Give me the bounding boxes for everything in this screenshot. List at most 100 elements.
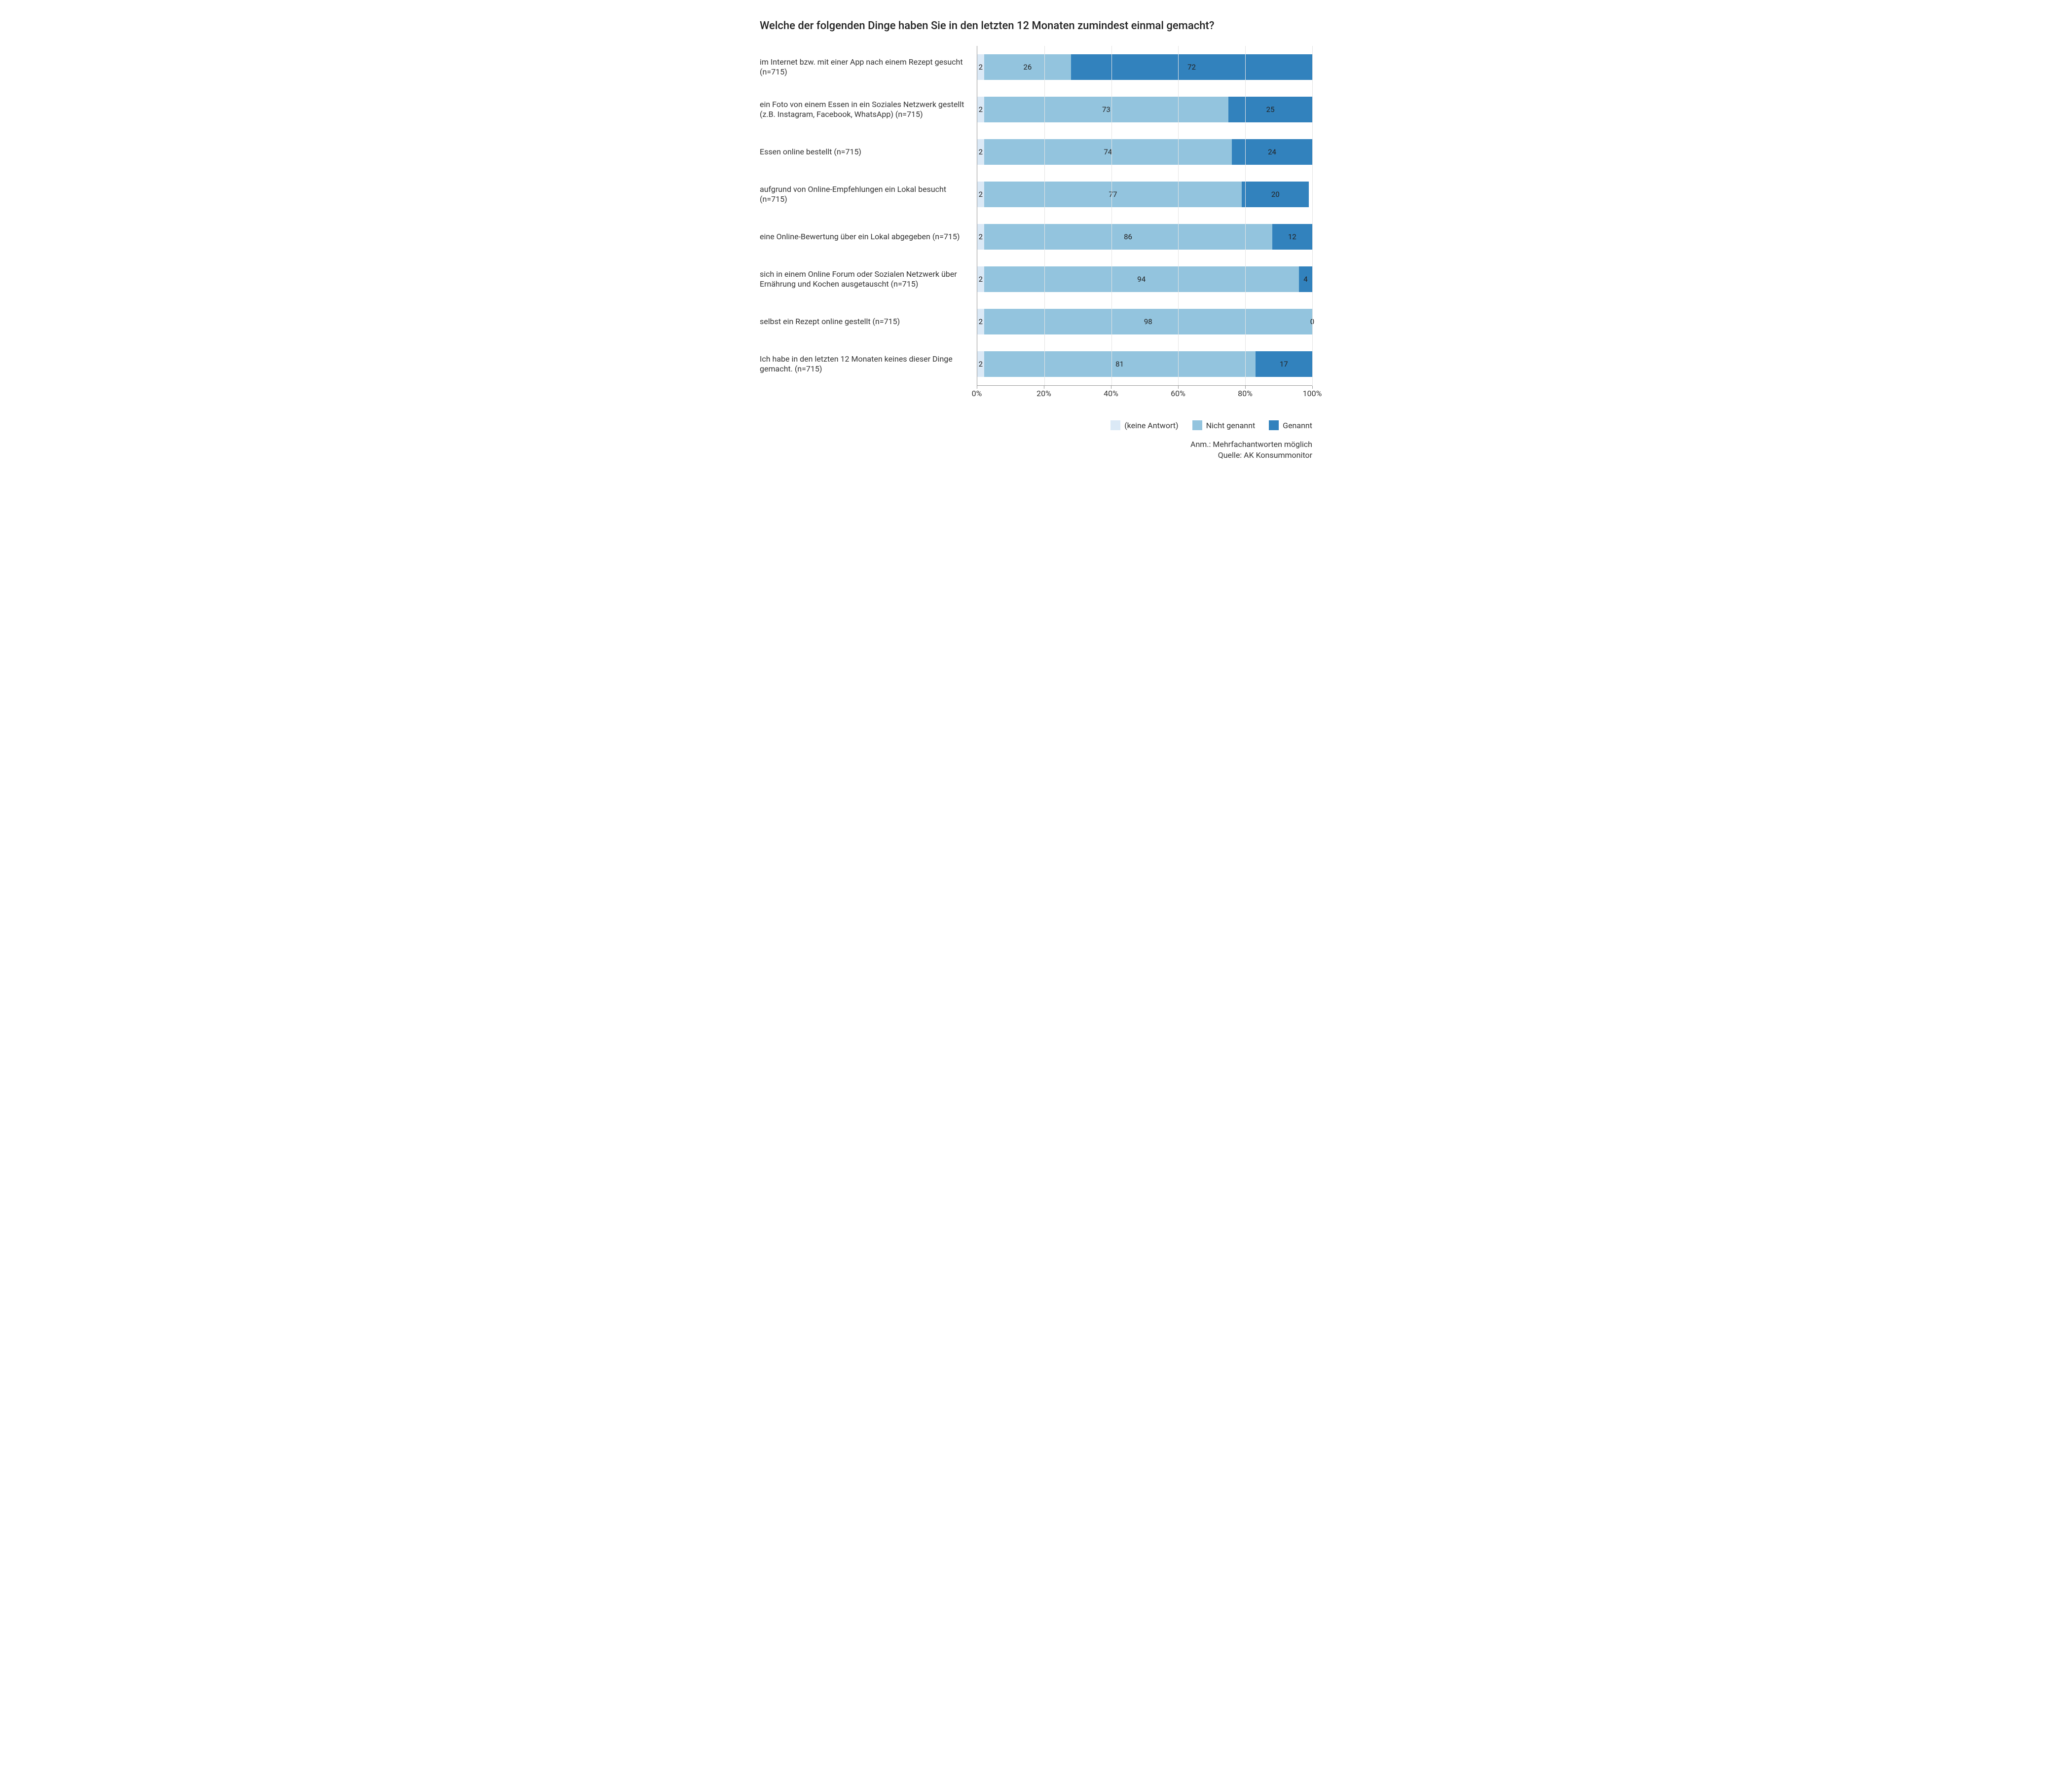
- bar-segment: 24: [1232, 139, 1312, 165]
- gridline: [1178, 46, 1179, 385]
- bar-value-label: 25: [1266, 105, 1275, 114]
- bar-value-label: 73: [1102, 105, 1110, 114]
- stacked-bar: 2980: [977, 309, 1312, 334]
- stacked-bar: 2 94 4: [977, 266, 1312, 292]
- legend: (keine Antwort) Nicht genannt Genannt: [760, 420, 1312, 430]
- bar-value-label: 2: [979, 190, 983, 199]
- stacked-bar: 2 81 17: [977, 351, 1312, 377]
- bar-row: 274 24: [977, 131, 1312, 173]
- stacked-bar: 2 77 20: [977, 182, 1312, 207]
- bar-value-label: 17: [1280, 360, 1288, 369]
- bar-value-label: 81: [1115, 360, 1124, 369]
- x-tick-label: 0%: [972, 389, 982, 398]
- plot-area: 22672273252742427720286122944298028117: [977, 46, 1312, 386]
- bar-segment: 2: [977, 266, 984, 292]
- stacked-bar: 274 24: [977, 139, 1312, 165]
- footnote-line: Anm.: Mehrfachantworten möglich: [760, 439, 1312, 450]
- legend-label: Genannt: [1283, 421, 1312, 430]
- x-axis: 0%20%40%60%80%100%: [977, 389, 1312, 404]
- bar-row: 2 77 20: [977, 173, 1312, 216]
- bar-row: 2980: [977, 300, 1312, 343]
- x-tick-label: 80%: [1238, 389, 1253, 398]
- y-axis-labels: im Internet bzw. mit einer App nach eine…: [760, 46, 977, 386]
- bar-row: 2 26 72: [977, 46, 1312, 88]
- bar-value-label: 12: [1288, 232, 1296, 241]
- legend-swatch: [1269, 420, 1279, 430]
- bar-segment: 4: [1299, 266, 1312, 292]
- bar-segment: 2: [977, 182, 984, 207]
- bar-value-label: 2: [979, 360, 983, 369]
- bar-segment: 81: [984, 351, 1256, 377]
- gridline: [1044, 46, 1045, 385]
- bar-row: 2 86 12: [977, 216, 1312, 258]
- bar-row: 2 73 25: [977, 88, 1312, 131]
- legend-swatch: [1110, 420, 1120, 430]
- bar-segment: 2: [977, 97, 984, 122]
- bars-layer: 22672273252742427720286122944298028117: [977, 46, 1312, 385]
- legend-item: (keine Antwort): [1110, 420, 1178, 430]
- bar-row: 2 94 4: [977, 258, 1312, 300]
- bar-value-label: 2: [979, 148, 983, 156]
- bar-value-label: 26: [1023, 63, 1032, 72]
- y-label: im Internet bzw. mit einer App nach eine…: [760, 46, 977, 88]
- stacked-bar: 2 86 12: [977, 224, 1312, 250]
- bar-value-label: 2: [979, 317, 983, 326]
- y-label: Essen online bestellt (n=715): [760, 131, 977, 173]
- bar-value-label: 72: [1187, 63, 1196, 72]
- plot-row: im Internet bzw. mit einer App nach eine…: [760, 46, 1312, 386]
- x-axis-row: 0%20%40%60%80%100%: [760, 386, 1312, 404]
- legend-label: Nicht genannt: [1206, 421, 1256, 430]
- bar-value-label: 2: [979, 275, 983, 284]
- bar-row: 2 81 17: [977, 343, 1312, 385]
- bar-segment: 94: [984, 266, 1299, 292]
- gridline: [1312, 46, 1313, 385]
- bar-segment: 2: [977, 224, 984, 250]
- gridline: [1111, 46, 1112, 385]
- y-label: ein Foto von einem Essen in ein Soziales…: [760, 88, 977, 131]
- x-tick-label: 40%: [1104, 389, 1118, 398]
- footnotes: Anm.: Mehrfachantworten möglichQuelle: A…: [760, 439, 1312, 461]
- bar-segment: 2: [977, 54, 984, 80]
- stacked-bar: 2 73 25: [977, 97, 1312, 122]
- bar-segment: 25: [1228, 97, 1312, 122]
- x-tick-label: 20%: [1036, 389, 1051, 398]
- y-label: selbst ein Rezept online gestellt (n=715…: [760, 300, 977, 343]
- bar-segment: 2: [977, 309, 984, 334]
- bar-value-label: 77: [1109, 190, 1117, 199]
- footnote-line: Quelle: AK Konsummonitor: [760, 450, 1312, 461]
- bar-value-label: 2: [979, 232, 983, 241]
- legend-label: (keine Antwort): [1124, 421, 1178, 430]
- legend-swatch: [1192, 420, 1202, 430]
- stacked-bar: 2 26 72: [977, 54, 1312, 80]
- x-tick-label: 60%: [1171, 389, 1185, 398]
- bar-segment: 72: [1071, 54, 1312, 80]
- bar-segment: 20: [1242, 182, 1309, 207]
- bar-value-label: 24: [1268, 148, 1276, 156]
- bar-segment: 77: [984, 182, 1242, 207]
- x-tick-label: 100%: [1303, 389, 1322, 398]
- bar-value-label: 2: [979, 63, 983, 72]
- bar-segment: 98: [984, 309, 1312, 334]
- bar-value-label: 20: [1271, 190, 1280, 199]
- chart-container: Welche der folgenden Dinge haben Sie in …: [760, 20, 1312, 461]
- bar-value-label: 98: [1144, 317, 1152, 326]
- y-label: Ich habe in den letzten 12 Monaten keine…: [760, 343, 977, 385]
- gridline: [1245, 46, 1246, 385]
- bar-segment: 12: [1272, 224, 1312, 250]
- chart-title: Welche der folgenden Dinge haben Sie in …: [760, 20, 1312, 32]
- bar-segment: 2: [977, 139, 984, 165]
- bar-segment: 17: [1256, 351, 1312, 377]
- y-label: sich in einem Online Forum oder Sozialen…: [760, 258, 977, 300]
- y-label: eine Online-Bewertung über ein Lokal abg…: [760, 216, 977, 258]
- bar-value-label: 4: [1303, 275, 1307, 284]
- bar-segment: 86: [984, 224, 1272, 250]
- bar-value-label: 86: [1124, 232, 1132, 241]
- bar-value-label: 2: [979, 105, 983, 114]
- bar-segment: 2: [977, 351, 984, 377]
- legend-item: Genannt: [1269, 420, 1312, 430]
- bar-segment: 73: [984, 97, 1229, 122]
- bar-value-label: 94: [1137, 275, 1146, 284]
- bar-segment: 26: [984, 54, 1072, 80]
- bar-segment: 74: [984, 139, 1232, 165]
- legend-item: Nicht genannt: [1192, 420, 1256, 430]
